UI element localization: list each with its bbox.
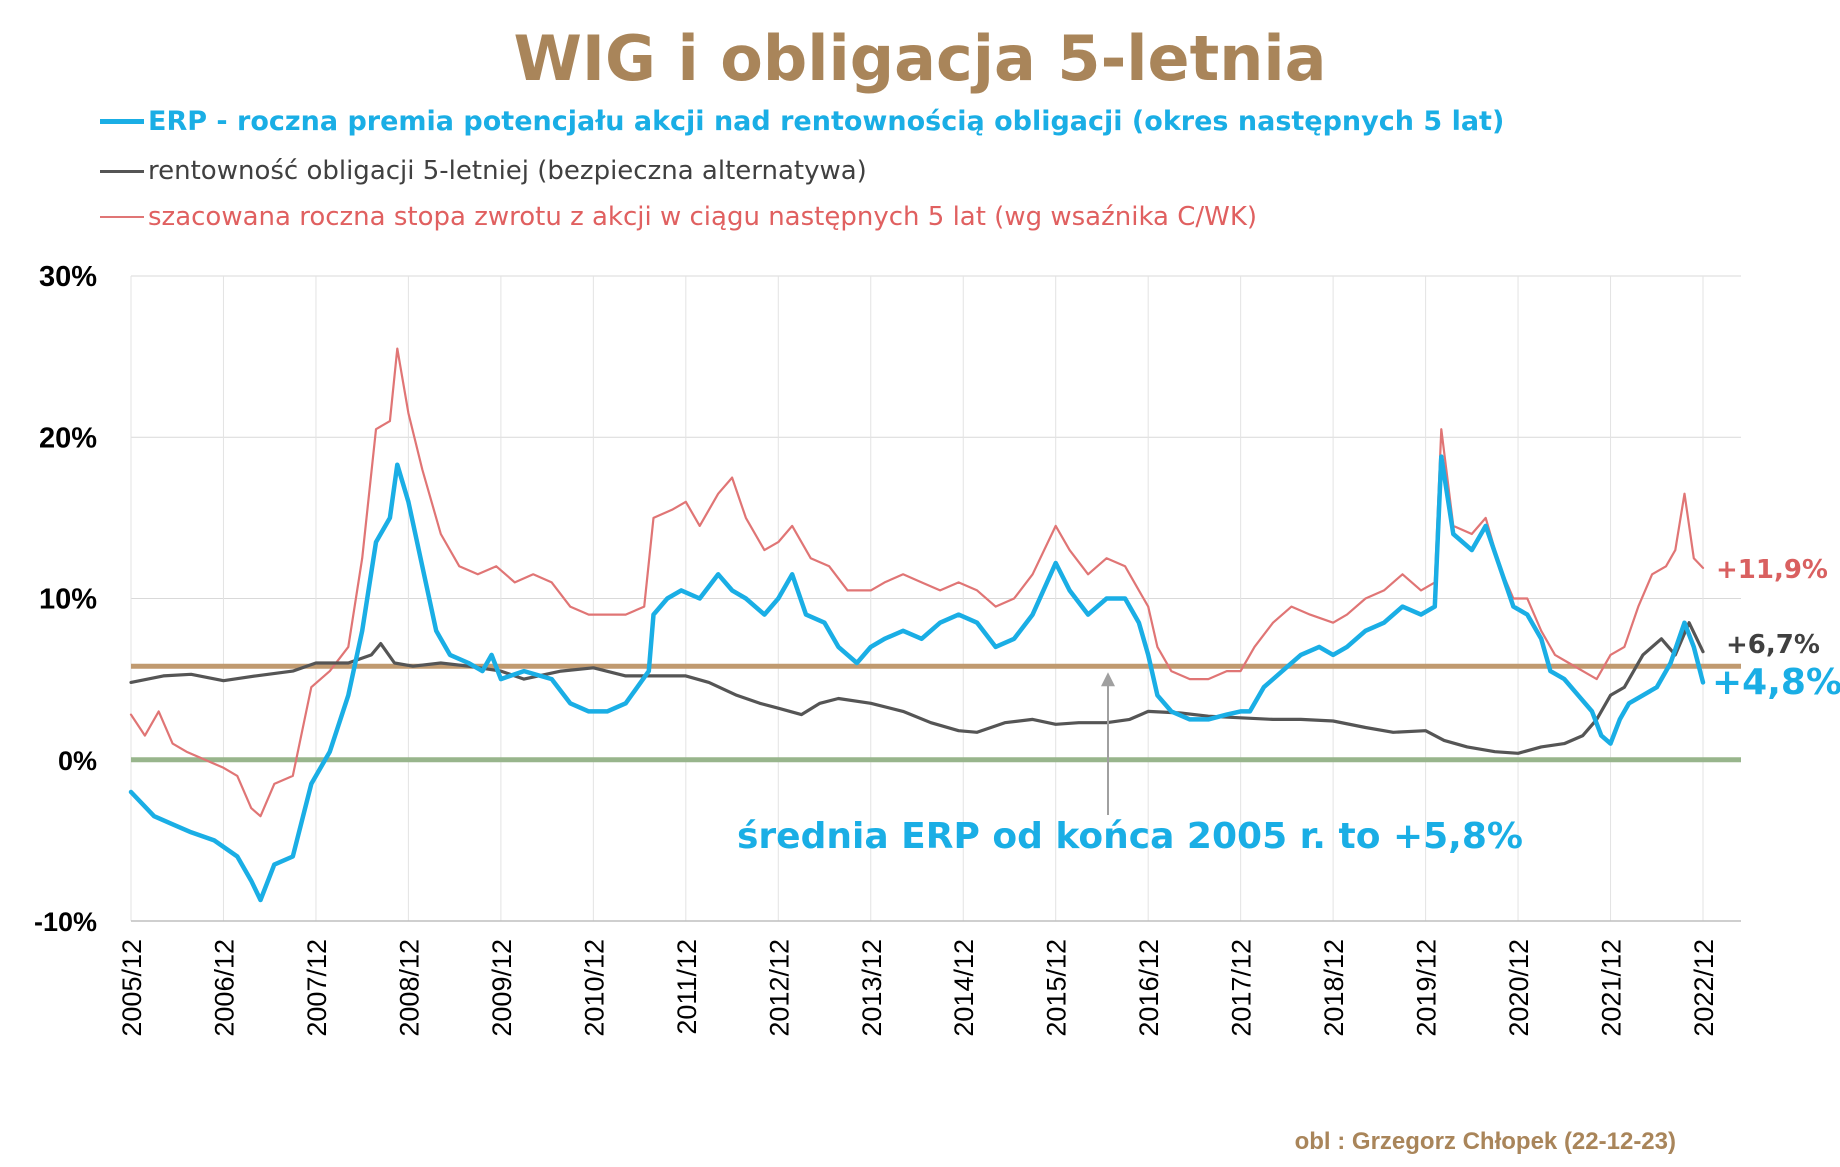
x-tick-label: 2019/12 xyxy=(1412,939,1442,1037)
source-note: obl : Grzegorz Chłopek (22-12-23) xyxy=(1294,1128,1676,1155)
y-tick-label: -10% xyxy=(34,907,97,937)
x-tick-label: 2014/12 xyxy=(949,939,979,1037)
series-line-erp xyxy=(128,454,1706,903)
average-erp-label: średnia ERP od końca 2005 r. to +5,8% xyxy=(737,816,1523,857)
end-label-erp: +4,8% xyxy=(1712,662,1840,703)
x-tick-label: 2021/12 xyxy=(1597,939,1627,1037)
y-tick-label: 20% xyxy=(39,422,97,454)
legend-item-stock: szacowana roczna stopa zwrotu z akcji w … xyxy=(100,202,1257,232)
x-tick-label: 2020/12 xyxy=(1504,939,1534,1037)
x-tick-label: 2011/12 xyxy=(672,939,702,1035)
y-tick-label: 0% xyxy=(58,746,97,776)
x-tick-label: 2007/12 xyxy=(302,939,332,1037)
x-tick-label: 2018/12 xyxy=(1319,939,1349,1037)
x-tick-label: 2022/12 xyxy=(1689,939,1719,1037)
x-tick-label: 2008/12 xyxy=(394,939,424,1037)
x-tick-label: 2009/12 xyxy=(487,939,517,1037)
end-label-stock: +11,9% xyxy=(1716,555,1828,585)
series xyxy=(128,347,1706,903)
y-tick-label: 30% xyxy=(39,261,97,293)
legend-label-stock: szacowana roczna stopa zwrotu z akcji w … xyxy=(148,202,1258,232)
annotation-arrow-head xyxy=(1101,672,1115,687)
series-line-bond xyxy=(129,621,1705,755)
annotations: średnia ERP od końca 2005 r. to +5,8% +11… xyxy=(737,555,1840,857)
x-tick-label: 2006/12 xyxy=(209,939,239,1037)
legend-swatch-stock xyxy=(100,216,144,218)
legend-label-erp: ERP - roczna premia potencjału akcji nad… xyxy=(148,106,1505,137)
legend-item-erp: ERP - roczna premia potencjału akcji nad… xyxy=(100,106,1504,137)
x-tick-label: 2015/12 xyxy=(1042,939,1072,1037)
legend-swatch-bond xyxy=(100,169,144,173)
x-tick-label: 2012/12 xyxy=(764,939,794,1037)
y-tick-label: 10% xyxy=(39,584,97,616)
x-tick-label: 2017/12 xyxy=(1227,939,1257,1037)
end-label-bond: +6,7% xyxy=(1726,630,1820,660)
x-tick-label: 2010/12 xyxy=(579,939,609,1037)
legend-item-bond: rentowność obligacji 5-letniej (bezpiecz… xyxy=(100,156,867,186)
x-tick-label: 2013/12 xyxy=(857,939,887,1037)
axes: 30% 20% 10% 0% -10% 2005/12 2006/12 2007/12 2008… xyxy=(34,261,1741,1037)
legend-swatch-erp xyxy=(100,119,144,124)
legend-label-bond: rentowność obligacji 5-letniej (bezpiecz… xyxy=(148,156,867,186)
chart-title: WIG i obligacja 5-letnia xyxy=(513,22,1327,95)
x-tick-label: 2016/12 xyxy=(1134,939,1164,1037)
x-tick-label: 2005/12 xyxy=(117,939,147,1037)
reference-lines xyxy=(131,663,1741,763)
